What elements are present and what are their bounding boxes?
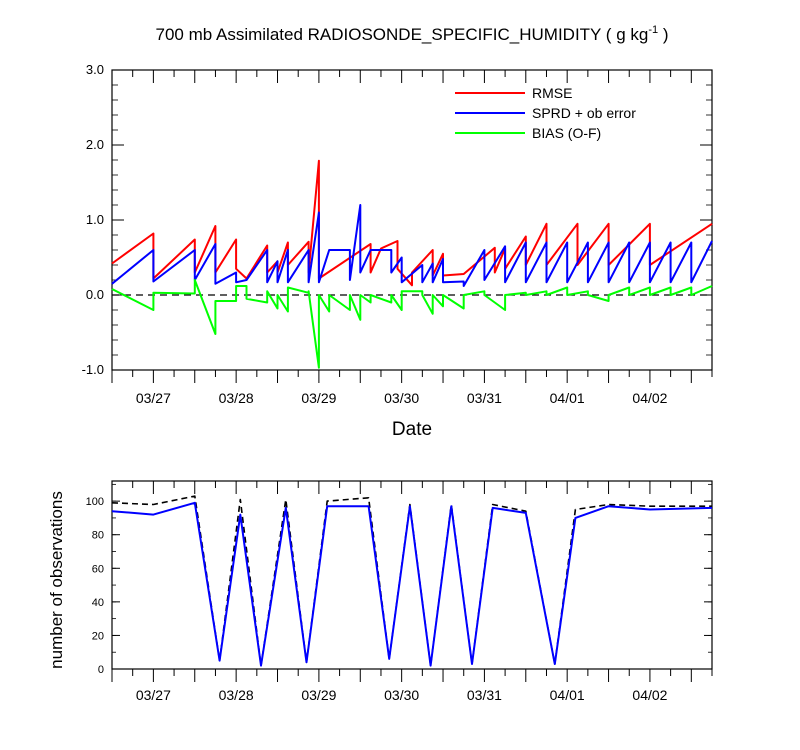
x-tick-label: 03/30 (384, 390, 419, 406)
y-tick-label: 0.0 (86, 287, 104, 302)
top-plot: -1.0 0.0 1.0 2.0 3.0 03/27 03/28 03/29 03/30 03/3… (82, 62, 713, 406)
x-tick-label: 03/29 (301, 687, 336, 703)
x-tick-label: 03/31 (467, 390, 502, 406)
y-tick-label: 80 (92, 530, 104, 542)
legend-label-bias: BIAS (O-F) (532, 125, 601, 141)
legend-label-sprd: SPRD + ob error (532, 105, 636, 121)
y-tick-label: 2.0 (86, 137, 104, 152)
x-tick-label: 03/30 (384, 687, 419, 703)
chart-title: 700 mb Assimilated RADIOSONDE_SPECIFIC_H… (156, 24, 669, 44)
x-tick-label: 03/27 (136, 687, 171, 703)
bottom-plot: 0 20 40 60 80 100 03/27 03/28 03/29 03/30 03/31 04/… (86, 480, 713, 703)
y-tick-label: 60 (92, 563, 104, 575)
series-line-used (111, 501, 713, 667)
x-tick-label: 03/31 (467, 687, 502, 703)
series-line-rmse (111, 159, 713, 287)
x-tick-label: 04/01 (550, 390, 585, 406)
y-tick-label: 20 (92, 630, 104, 642)
y-tick-label: 3.0 (86, 62, 104, 77)
plot-frame (111, 480, 713, 670)
series-line-sprd-ob-error (111, 204, 713, 287)
x-tick-label: 03/29 (301, 390, 336, 406)
x-tick-label: 03/28 (219, 687, 254, 703)
x-tick-label: 04/02 (632, 687, 667, 703)
x-tick-label: 04/01 (550, 687, 585, 703)
legend: RMSE SPRD + ob error BIAS (O-F) (455, 85, 636, 141)
x-tick-label: 04/02 (632, 390, 667, 406)
y-tick-label: 1.0 (86, 212, 104, 227)
x-axis-label: Date (392, 419, 432, 440)
series-line-possible (111, 495, 712, 667)
legend-label-rmse: RMSE (532, 85, 572, 101)
x-tick-label: 03/27 (136, 390, 171, 406)
y-tick-label: -1.0 (82, 362, 104, 377)
y-tick-label: 100 (86, 496, 104, 508)
y-axis-label-observations: number of observations (47, 491, 66, 669)
y-tick-label: 0 (98, 664, 104, 676)
series-line-bias-o-f- (111, 279, 713, 369)
x-tick-label: 03/28 (219, 390, 254, 406)
y-tick-label: 40 (92, 597, 104, 609)
